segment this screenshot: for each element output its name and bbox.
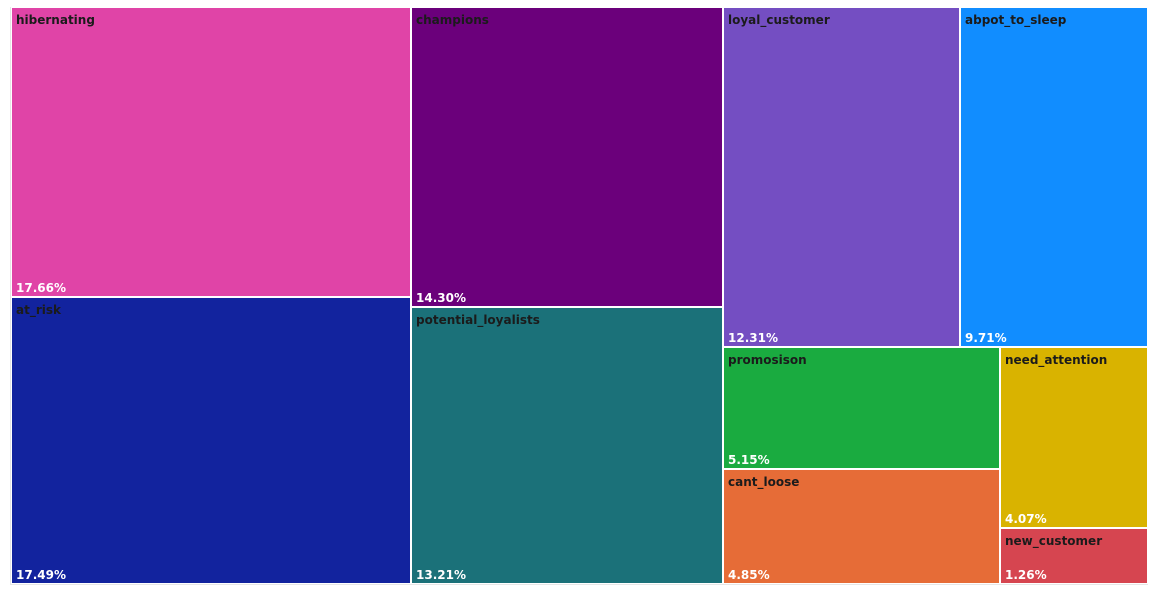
treemap-tile-hibernating[interactable]: hibernating 17.66% [11,7,411,297]
tile-category-label: abpot_to_sleep [965,13,1067,27]
tile-category-label: new_customer [1005,534,1103,548]
tile-value-label: 17.66% [16,281,66,295]
tile-category-label: potential_loyalists [416,313,540,327]
treemap-tile-cant-loose[interactable]: cant_loose 4.85% [723,469,1000,584]
treemap-tile-at-risk[interactable]: at_risk 17.49% [11,297,411,584]
tile-value-label: 9.71% [965,331,1007,345]
tile-value-label: 17.49% [16,568,66,582]
tile-category-label: hibernating [16,13,95,27]
tile-category-label: cant_loose [728,475,800,489]
tile-value-label: 5.15% [728,453,770,467]
tile-category-label: champions [416,13,489,27]
tile-value-label: 1.26% [1005,568,1047,582]
treemap-tile-new-customer[interactable]: new_customer 1.26% [1000,528,1148,584]
treemap-tile-potential-loyalists[interactable]: potential_loyalists 13.21% [411,307,723,584]
treemap-tile-champions[interactable]: champions 14.30% [411,7,723,307]
tile-value-label: 12.31% [728,331,778,345]
tile-category-label: promosison [728,353,807,367]
tile-category-label: need_attention [1005,353,1108,367]
treemap-tile-promosison[interactable]: promosison 5.15% [723,347,1000,469]
treemap-tile-need-attention[interactable]: need_attention 4.07% [1000,347,1148,528]
tile-value-label: 13.21% [416,568,466,582]
tile-value-label: 4.85% [728,568,770,582]
treemap-tile-abpot-to-sleep[interactable]: abpot_to_sleep 9.71% [960,7,1148,347]
tile-category-label: loyal_customer [728,13,830,27]
treemap-tile-loyal-customer[interactable]: loyal_customer 12.31% [723,7,960,347]
treemap-plot-area: hibernating 17.66% at_risk 17.49% champions 1… [10,7,1148,585]
tile-value-label: 4.07% [1005,512,1047,526]
tile-value-label: 14.30% [416,291,466,305]
tile-category-label: at_risk [16,303,61,317]
